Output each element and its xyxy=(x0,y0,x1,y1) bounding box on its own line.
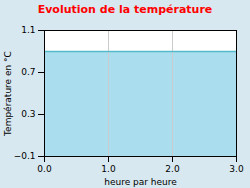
svg-text:0.3: 0.3 xyxy=(21,109,35,119)
svg-text:0.7: 0.7 xyxy=(21,67,35,77)
svg-text:1.1: 1.1 xyxy=(21,25,35,35)
html-text:Evolution de la température: Evolution de la température xyxy=(37,3,213,16)
svg-text:1.0: 1.0 xyxy=(101,164,116,174)
svg-text:0.0: 0.0 xyxy=(37,164,52,174)
svg-text:Température en °C: Température en °C xyxy=(3,51,13,137)
svg-text:heure par heure: heure par heure xyxy=(104,177,177,187)
svg-text:−0.1: −0.1 xyxy=(14,151,36,161)
svg-text:3.0: 3.0 xyxy=(229,164,244,174)
svg-text:2.0: 2.0 xyxy=(165,164,180,174)
